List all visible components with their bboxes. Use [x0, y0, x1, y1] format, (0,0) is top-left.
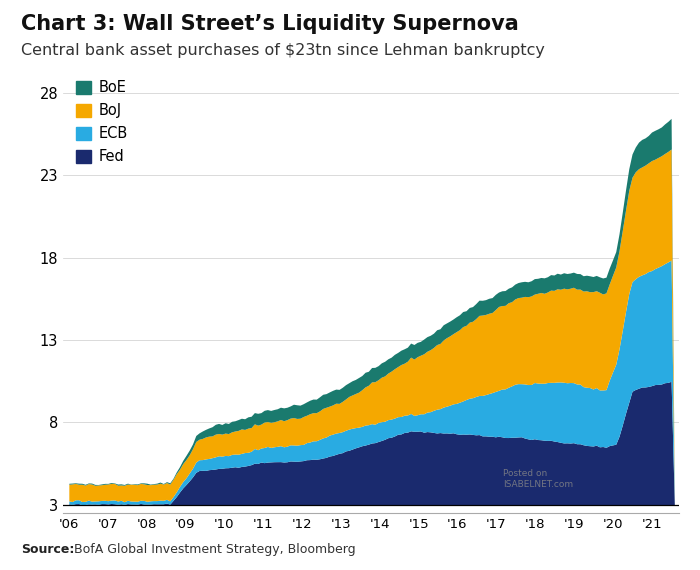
Text: Posted on
ISABELNET.com: Posted on ISABELNET.com [503, 469, 573, 488]
Legend: BoE, BoJ, ECB, Fed: BoE, BoJ, ECB, Fed [76, 80, 127, 164]
Text: BofA Global Investment Strategy, Bloomberg: BofA Global Investment Strategy, Bloombe… [66, 543, 356, 556]
Text: Chart 3: Wall Street’s Liquidity Supernova: Chart 3: Wall Street’s Liquidity Superno… [21, 14, 519, 34]
Text: Source:: Source: [21, 543, 74, 556]
Text: Central bank asset purchases of $23tn since Lehman bankruptcy: Central bank asset purchases of $23tn si… [21, 43, 545, 58]
